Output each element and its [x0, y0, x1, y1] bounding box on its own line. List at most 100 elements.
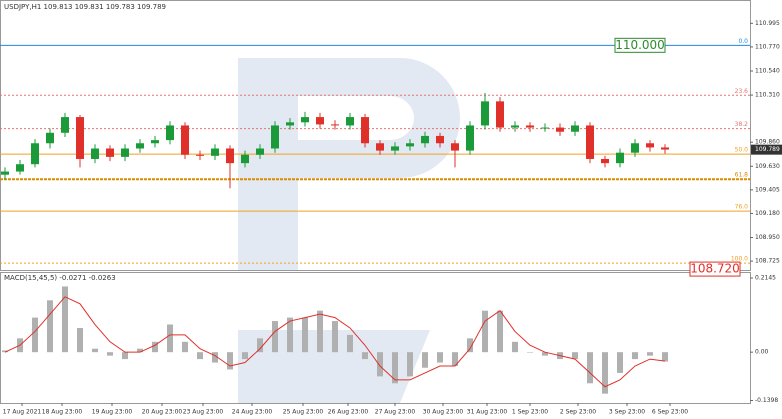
macd-bar: [152, 341, 158, 353]
macd-bar: [377, 352, 383, 377]
macd-bar: [422, 352, 428, 368]
candle-body: [181, 125, 189, 155]
candle-body: [496, 101, 504, 128]
candle-body: [376, 143, 384, 151]
macd-bar: [332, 321, 338, 353]
macd-bar: [212, 352, 218, 363]
candle-body: [76, 117, 84, 159]
macd-bar: [167, 324, 173, 353]
candle-body: [451, 143, 459, 151]
fibo-level-label: 76.0: [735, 204, 749, 211]
watermark: [238, 58, 460, 403]
macd-bar: [62, 286, 68, 353]
candle-body: [166, 125, 174, 141]
macd-bar: [47, 300, 53, 353]
x-tick-label: 23 Aug 23:00: [183, 409, 224, 416]
macd-bar: [317, 310, 323, 353]
x-tick-label: 18 Aug 23:00: [42, 409, 83, 416]
candle-body: [601, 158, 609, 164]
macd-bar: [92, 348, 98, 353]
candle-body: [211, 148, 219, 156]
candle-body: [331, 124, 339, 126]
y-tick-label: 109.860: [755, 139, 780, 146]
y-tick-label: 0.00: [755, 349, 769, 356]
candle-body: [196, 154, 204, 156]
candle-body: [46, 132, 54, 144]
x-tick-label: 19 Aug 23:00: [92, 409, 133, 416]
candle-body: [346, 117, 354, 126]
candle-body: [511, 125, 519, 128]
signal-line: [4, 296, 666, 388]
candle-body: [436, 135, 444, 144]
macd-bar: [617, 352, 623, 373]
macd-bar: [107, 352, 113, 356]
price-box-label: 108.720: [690, 262, 740, 276]
chart-title: USDJPY,H1 109.813 109.831 109.783 109.78…: [4, 3, 166, 11]
x-tick-label: 25 Aug 23:00: [283, 409, 324, 416]
candle-body: [661, 147, 669, 150]
candle-body: [406, 143, 414, 147]
x-tick-label: 2 Sep 23:00: [560, 409, 596, 416]
x-tick-label: 31 Aug 23:00: [467, 409, 508, 416]
candle-body: [136, 143, 144, 149]
macd-bar: [467, 338, 473, 353]
y-tick-label: 110.540: [755, 67, 780, 74]
x-tick-label: 27 Aug 23:00: [375, 409, 416, 416]
candle-body: [241, 154, 249, 164]
macd-bar: [32, 317, 38, 353]
macd-bar: [272, 321, 278, 353]
candle-body: [271, 125, 279, 149]
candle-body: [391, 146, 399, 151]
macd-bar: [437, 352, 443, 363]
y-tick-label: 109.630: [755, 163, 780, 170]
current-price: 109.789: [755, 146, 780, 153]
macd-bar: [527, 352, 533, 353]
fibo-level-label: 61.8: [735, 172, 749, 179]
macd-bar: [542, 352, 548, 356]
macd-bar: [497, 310, 503, 353]
macd-bar: [137, 348, 143, 353]
macd-bar: [362, 352, 368, 360]
macd-bar: [122, 352, 128, 360]
candle-body: [256, 148, 264, 155]
x-tick-label: 24 Aug 23:00: [232, 409, 273, 416]
candle-body: [91, 148, 99, 159]
candle-body: [556, 127, 564, 132]
candle-body: [361, 117, 369, 144]
x-tick-label: 17 Aug 2021: [3, 409, 42, 416]
price-box-label: 110.000: [615, 38, 665, 52]
current-price-box: [751, 144, 782, 155]
y-tick-label: 109.180: [755, 210, 780, 217]
candle-body: [31, 143, 39, 165]
fibo-level-label: 50.0: [735, 147, 749, 154]
candle-body: [1, 171, 9, 175]
macd-bar: [182, 341, 188, 353]
macd-bar: [77, 327, 83, 353]
fibo-level-label: 38.2: [735, 121, 749, 128]
candle-body: [541, 127, 549, 129]
macd-bar: [452, 352, 458, 367]
x-tick-label: 1 Sep 23:00: [512, 409, 548, 416]
candle-body: [421, 135, 429, 144]
price-box: [614, 37, 666, 53]
y-tick-label: -0.1398: [755, 397, 778, 404]
candle-body: [631, 143, 639, 153]
candle-body: [106, 148, 114, 157]
x-tick-label: 20 Aug 23:00: [142, 409, 183, 416]
macd-bar: [587, 352, 593, 384]
x-tick-label: 30 Aug 23:00: [423, 409, 464, 416]
macd-title: MACD(15,45,5) -0.0271 -0.0263: [4, 274, 116, 282]
macd-bar: [302, 317, 308, 353]
macd-bar: [482, 310, 488, 353]
fibo-level-label: 23.6: [735, 88, 749, 95]
candle-body: [646, 143, 654, 148]
x-tick-label: 6 Sep 23:00: [652, 409, 688, 416]
y-tick-label: 110.770: [755, 43, 780, 50]
macd-bar: [392, 352, 398, 384]
macd-bar: [227, 352, 233, 370]
macd-bar: [602, 352, 608, 394]
y-tick-label: 108.950: [755, 234, 780, 241]
y-tick-label: 110.995: [755, 20, 780, 27]
macd-bar: [662, 352, 668, 362]
